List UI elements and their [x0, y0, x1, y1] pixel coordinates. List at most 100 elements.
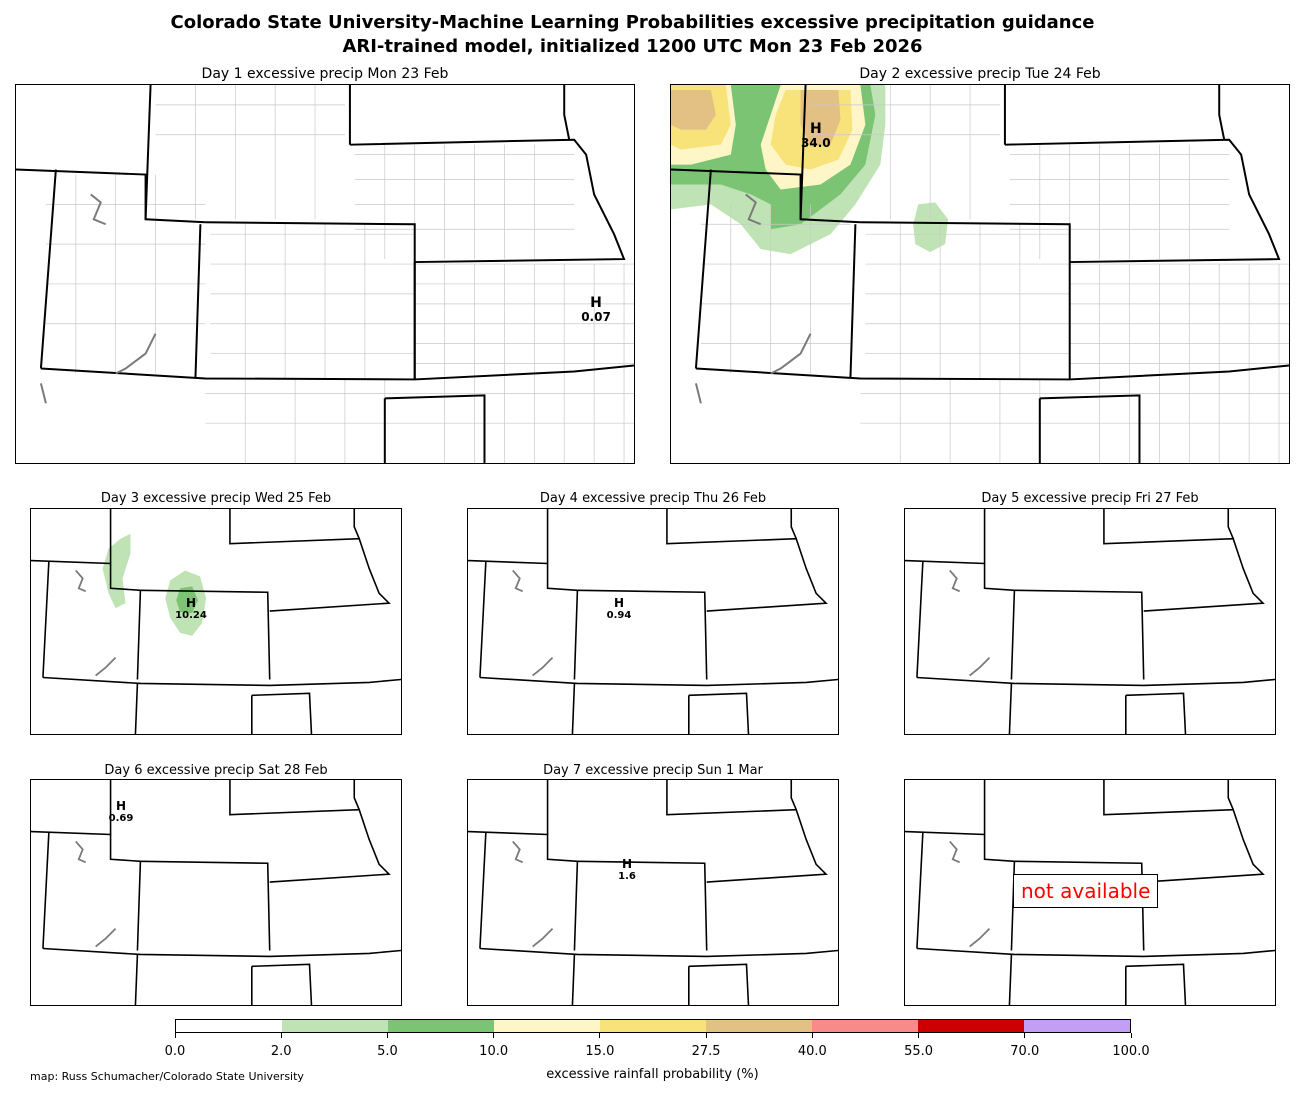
colorbar-tick-label: 10.0	[479, 1044, 509, 1059]
max-prob-marker: H 34.0	[801, 121, 831, 151]
map-panel-day6: H 0.69	[30, 779, 402, 1006]
colorbar-tick-label: 70.0	[1010, 1044, 1040, 1059]
max-prob-marker: H 0.69	[105, 799, 137, 825]
state-borders	[671, 85, 1289, 463]
lakes	[949, 840, 991, 948]
state-borders	[31, 780, 401, 1005]
state-borders	[16, 85, 634, 463]
colorbar-tick-label: 100.0	[1112, 1044, 1150, 1059]
map-borders	[905, 509, 1275, 734]
lakes	[949, 569, 991, 677]
map-borders	[16, 85, 634, 463]
colorbar-tickmark	[705, 1033, 707, 1038]
max-prob-marker: H 1.6	[613, 857, 641, 883]
county-grid	[45, 85, 634, 463]
colorbar-tick-label: 55.0	[904, 1044, 934, 1059]
lakes	[512, 840, 554, 948]
colorbar-label: excessive rainfall probability (%)	[546, 1067, 759, 1082]
panel-title-day5: Day 5 excessive precip Fri 27 Feb	[981, 491, 1199, 506]
max-prob-marker: H 0.07	[581, 295, 611, 325]
map-panel-day7: H 1.6	[467, 779, 839, 1006]
colorbar-segment	[812, 1020, 918, 1032]
colorbar-segment	[282, 1020, 388, 1032]
not-available-label: not available	[1013, 874, 1159, 908]
colorbar-tickmark	[1130, 1033, 1132, 1038]
max-prob-marker: H 10.24	[171, 596, 211, 622]
map-panel-day5	[904, 508, 1276, 735]
map-borders	[468, 780, 838, 1005]
panel-title-day2: Day 2 excessive precip Tue 24 Feb	[859, 66, 1101, 82]
h-letter: H	[613, 596, 625, 610]
colorbar-tickmark	[811, 1033, 813, 1038]
map-panel-day3: H 10.24	[30, 508, 402, 735]
lakes	[75, 840, 117, 948]
lakes	[694, 193, 812, 404]
colorbar-tick-label: 2.0	[270, 1044, 292, 1059]
state-borders	[905, 509, 1275, 734]
colorbar-segment	[494, 1020, 600, 1032]
panel-title-day1: Day 1 excessive precip Mon 23 Feb	[201, 66, 449, 82]
map-borders	[468, 509, 838, 734]
max-prob-value: 34.0	[801, 136, 831, 151]
colorbar-segment	[1024, 1020, 1130, 1032]
map-panel-day4: H 0.94	[467, 508, 839, 735]
state-borders	[468, 509, 838, 734]
contour-2pct-west	[102, 533, 131, 609]
colorbar-tick-label: 40.0	[797, 1044, 827, 1059]
figure-title-line1: Colorado State University-Machine Learni…	[170, 12, 1095, 33]
max-prob-marker: H 0.94	[603, 596, 635, 622]
figure-title-line2: ARI-trained model, initialized 1200 UTC …	[342, 36, 923, 57]
colorbar-tickmark	[918, 1033, 920, 1038]
county-grid	[700, 85, 1289, 463]
lakes	[512, 569, 554, 677]
colorbar	[175, 1019, 1131, 1033]
max-prob-value: 0.07	[581, 310, 611, 325]
colorbar-tick-label: 27.5	[691, 1044, 721, 1059]
colorbar-tickmark	[493, 1033, 495, 1038]
contour-5pct-center	[176, 586, 199, 614]
colorbar-tickmark	[1024, 1033, 1026, 1038]
h-letter: H	[115, 799, 127, 813]
colorbar-tickmark	[386, 1033, 388, 1038]
lakes	[75, 569, 117, 677]
state-borders	[905, 780, 1275, 1005]
contour-27pct	[671, 89, 716, 130]
panel-title-day6: Day 6 excessive precip Sat 28 Feb	[104, 763, 328, 778]
colorbar-segment	[600, 1020, 706, 1032]
max-prob-value: 1.6	[618, 871, 636, 883]
colorbar-tick-label: 15.0	[585, 1044, 615, 1059]
colorbar-segment	[388, 1020, 494, 1032]
colorbar-tickmark	[599, 1033, 601, 1038]
colorbar-segment	[706, 1020, 812, 1032]
map-panel-day1: H 0.07	[15, 84, 635, 464]
h-letter: H	[621, 857, 633, 871]
map-borders-and-contours	[671, 85, 1289, 463]
map-panel-day2: H 34.0	[670, 84, 1290, 464]
panel-title-day7: Day 7 excessive precip Sun 1 Mar	[543, 763, 763, 778]
panel-title-day4: Day 4 excessive precip Thu 26 Feb	[539, 491, 767, 506]
max-prob-value: 0.69	[108, 813, 134, 825]
lakes	[39, 193, 157, 404]
map-borders	[31, 780, 401, 1005]
contour-2pct-co	[913, 202, 949, 253]
h-letter: H	[809, 121, 822, 137]
h-letter: H	[185, 596, 197, 610]
h-letter: H	[590, 295, 602, 311]
colorbar-tickmark	[280, 1033, 282, 1038]
panel-title-day3: Day 3 excessive precip Wed 25 Feb	[100, 491, 332, 506]
probability-contours	[671, 85, 949, 255]
max-prob-value: 10.24	[175, 610, 207, 622]
colorbar-segment	[918, 1020, 1024, 1032]
colorbar-segment	[176, 1020, 282, 1032]
map-credit: map: Russ Schumacher/Colorado State Univ…	[30, 1070, 304, 1083]
colorbar-tick-label: 5.0	[377, 1044, 398, 1059]
colorbar-tick-label: 0.0	[164, 1044, 186, 1059]
state-borders	[31, 509, 401, 734]
state-borders	[468, 780, 838, 1005]
map-panel-day8: not available	[904, 779, 1276, 1006]
map-borders	[905, 780, 1275, 1005]
map-borders-and-contours	[31, 509, 401, 734]
contour-27pct-east	[800, 89, 841, 147]
max-prob-value: 0.94	[606, 610, 632, 622]
colorbar-tickmark	[174, 1033, 176, 1038]
